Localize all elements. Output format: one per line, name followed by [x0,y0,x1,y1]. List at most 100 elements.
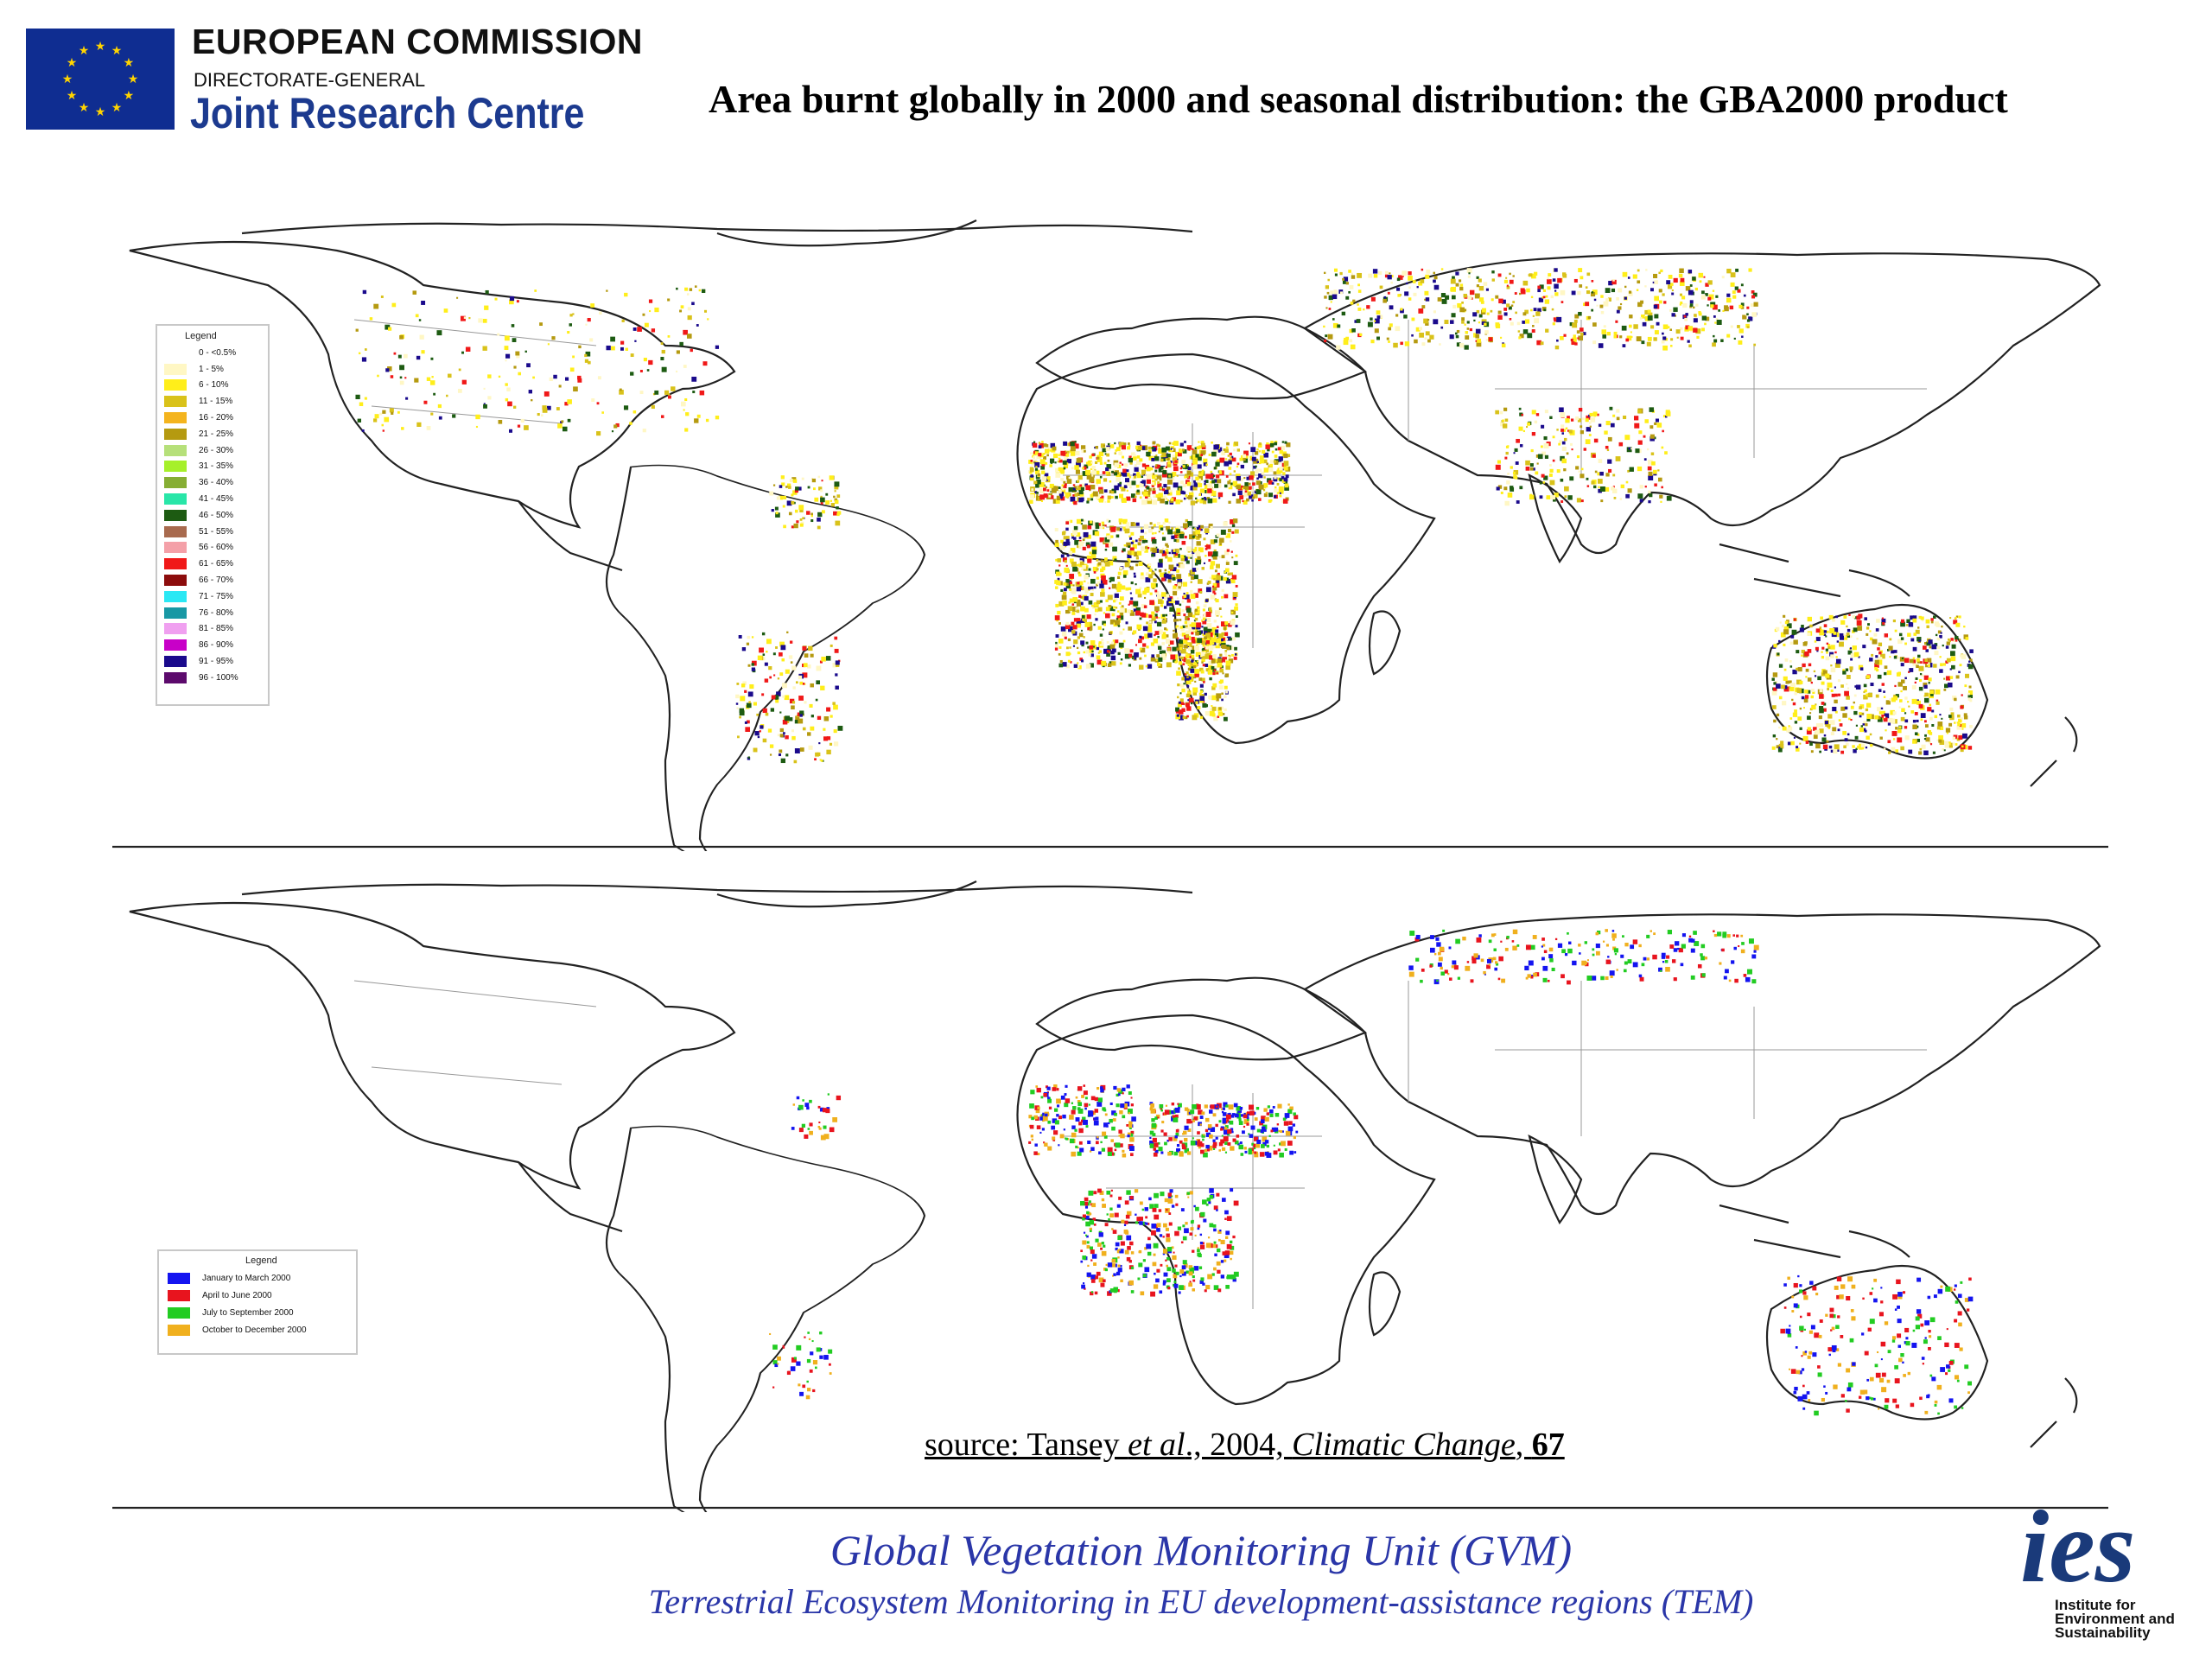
burn-pixel [358,352,361,355]
legend-swatch [164,444,187,456]
burn-pixel [1592,411,1598,416]
burn-pixel [1178,1103,1182,1108]
burn-pixel [1254,451,1259,455]
burn-pixel [1637,440,1643,445]
burn-pixel [478,318,483,323]
burn-pixel [1548,474,1553,477]
burn-pixel [1927,707,1932,712]
burn-pixel [1051,1125,1056,1130]
burn-pixel [1065,538,1070,543]
burn-pixel [1894,684,1897,688]
burn-pixel [1173,482,1179,488]
burn-pixel [1455,334,1459,339]
burn-pixel [1552,322,1555,326]
burn-pixel [1908,622,1914,627]
burn-pixel [1387,275,1392,280]
burn-pixel [1229,452,1232,456]
burn-pixel [1100,592,1105,597]
burn-pixel [1220,638,1224,642]
burn-pixel [1580,467,1584,471]
burn-pixel [520,418,524,423]
burn-pixel [1859,715,1862,718]
burn-pixel [1501,343,1506,348]
burn-pixel [1210,539,1216,544]
burn-pixel [1185,630,1189,633]
burn-pixel [1234,1140,1239,1145]
burn-pixel [1627,469,1630,473]
burn-pixel [1114,558,1117,562]
legend-label: 21 - 25% [199,429,234,439]
burn-pixel [1234,606,1238,611]
burn-pixel [1912,740,1916,744]
burn-pixel [1197,482,1200,486]
burn-pixel [1209,1134,1213,1139]
burn-pixel [1245,455,1249,459]
burn-pixel [1122,455,1125,459]
burn-pixel [1911,698,1917,704]
burn-pixel [1240,1114,1243,1117]
burn-pixel [1139,483,1144,488]
burn-pixel [1120,486,1122,489]
burn-pixel [1184,620,1188,625]
burn-pixel [1045,478,1048,481]
burn-pixel [1916,664,1919,669]
burn-pixel [1834,662,1840,668]
burn-pixel [1336,345,1341,350]
burn-pixel [1211,575,1217,580]
burn-pixel [1148,614,1153,619]
burn-pixel [1231,1113,1236,1116]
burn-pixel [1168,474,1172,478]
burn-pixel [1124,562,1130,568]
burn-pixel [1248,442,1251,445]
burn-pixel [1139,458,1143,462]
burn-pixel [1149,522,1153,525]
burn-pixel [1033,450,1037,454]
burn-pixel [1141,613,1147,618]
burn-pixel [1904,735,1910,741]
burn-pixel [415,314,419,318]
burn-pixel [1508,306,1512,310]
burn-pixel [637,327,642,332]
burn-pixel [1904,712,1907,715]
burn-pixel [1204,647,1209,652]
burn-pixel [1063,536,1067,540]
burn-pixel [1176,671,1181,676]
burn-pixel [786,631,789,633]
burn-pixel [1067,638,1071,642]
burn-pixel [1222,1107,1225,1110]
burn-pixel [1512,275,1515,277]
burn-pixel [1083,466,1087,470]
burn-pixel [1263,452,1269,458]
burn-pixel [676,287,678,290]
burn-pixel [1080,518,1084,522]
burn-pixel [1038,453,1042,457]
burn-pixel [1916,733,1920,736]
burn-pixel [1650,325,1655,329]
burn-pixel [399,380,404,385]
burn-pixel [1236,499,1242,504]
burn-pixel [1832,706,1837,712]
burn-pixel [1195,550,1200,556]
burn-pixel [1167,556,1173,563]
burn-pixel [1929,716,1933,721]
burn-pixel [1251,499,1254,502]
burn-pixel [1093,1120,1099,1126]
burn-pixel [1162,472,1167,478]
burn-pixel [1071,621,1075,626]
burn-pixel [1468,272,1471,275]
burn-pixel [1273,460,1276,463]
burn-pixel [1262,489,1266,492]
burn-pixel [1204,484,1210,490]
burn-pixel [1090,493,1094,498]
burn-pixel [825,500,830,505]
burn-pixel [1212,1224,1217,1228]
burn-pixel [784,695,790,701]
burn-pixel [1846,625,1848,628]
burn-pixel [1950,712,1955,716]
burn-pixel [1136,474,1141,479]
burn-pixel [1411,334,1414,337]
burn-pixel [1670,338,1674,341]
burn-pixel [1096,1101,1103,1107]
burn-pixel [1096,456,1103,462]
burn-pixel [1929,693,1934,696]
